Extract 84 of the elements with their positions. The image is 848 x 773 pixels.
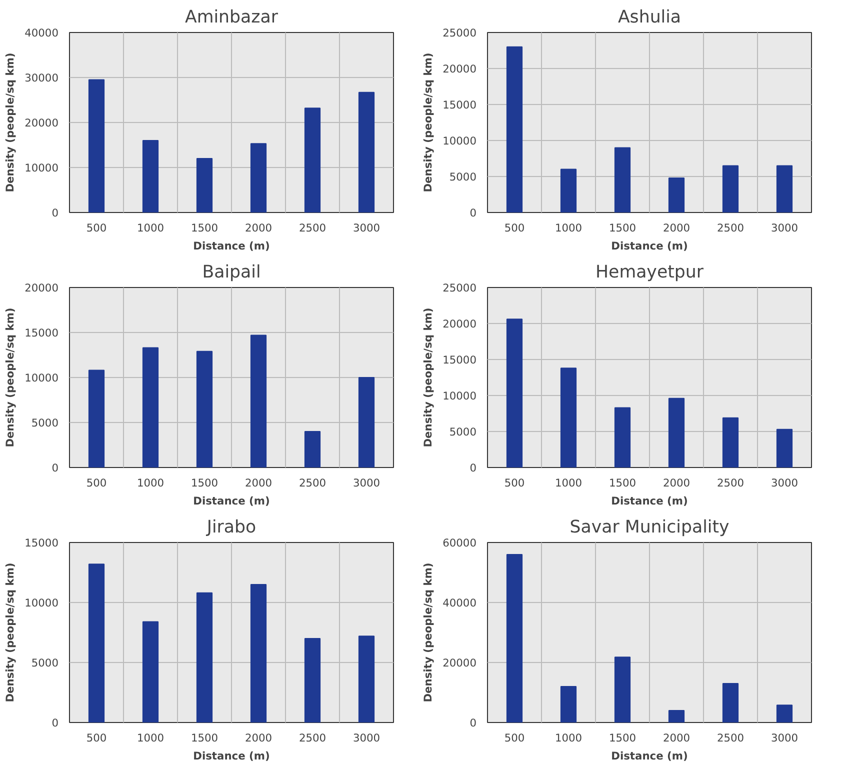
x-tick-label: 1500 — [190, 222, 218, 234]
x-axis-title: Distance (m) — [611, 240, 688, 252]
y-axis-title: Density (people/sq km) — [422, 308, 435, 448]
y-axis-title: Density (people/sq km) — [422, 562, 435, 702]
y-tick-label: 20000 — [442, 318, 477, 330]
y-tick-label: 10000 — [24, 372, 59, 384]
x-tick-label: 2000 — [662, 732, 690, 744]
y-axis-title: Density (people/sq km) — [422, 52, 435, 192]
y-tick-label: 25000 — [442, 26, 477, 40]
y-tick-label: 0 — [470, 206, 477, 220]
chart-title: Aminbazar — [185, 8, 279, 28]
x-tick-label: 500 — [86, 476, 107, 490]
x-tick-label: 1500 — [608, 476, 636, 490]
x-tick-label: 1500 — [190, 476, 218, 490]
y-tick-label: 0 — [470, 462, 477, 474]
chart-title: Baipail — [202, 262, 261, 282]
chart-title: Savar Municipality — [570, 518, 730, 538]
y-tick-label: 15000 — [24, 536, 59, 550]
y-tick-label: 5000 — [449, 426, 477, 438]
x-tick-label: 2500 — [298, 732, 326, 744]
y-tick-label: 20000 — [24, 116, 59, 130]
y-tick-label: 30000 — [24, 72, 59, 84]
x-tick-label: 500 — [504, 732, 525, 744]
x-tick-label: 2500 — [298, 476, 326, 490]
y-tick-label: 40000 — [24, 26, 59, 40]
y-tick-label: 10000 — [442, 134, 477, 148]
y-tick-label: 0 — [52, 206, 59, 220]
x-tick-label: 500 — [504, 222, 525, 234]
y-tick-label: 0 — [52, 716, 59, 730]
y-tick-label: 20000 — [24, 282, 59, 294]
x-tick-label: 1500 — [190, 732, 218, 744]
y-tick-label: 5000 — [31, 416, 59, 430]
x-tick-label: 1000 — [136, 222, 164, 234]
x-tick-label: 3000 — [770, 476, 798, 490]
x-tick-label: 1000 — [554, 222, 582, 234]
y-tick-label: 40000 — [442, 596, 477, 610]
x-tick-label: 1500 — [608, 222, 636, 234]
y-tick-label: 15000 — [442, 98, 477, 112]
x-axis-title: Distance (m) — [193, 240, 270, 252]
y-tick-label: 5000 — [449, 170, 477, 184]
x-tick-label: 2500 — [298, 222, 326, 234]
x-tick-label: 1000 — [136, 476, 164, 490]
x-tick-label: 2000 — [244, 476, 272, 490]
y-axis-title: Density (people/sq km) — [4, 562, 17, 702]
x-tick-label: 3000 — [352, 476, 380, 490]
x-tick-label: 3000 — [352, 732, 380, 744]
x-tick-label: 500 — [86, 732, 107, 744]
x-tick-label: 3000 — [770, 222, 798, 234]
x-tick-label: 1500 — [608, 732, 636, 744]
x-axis-title: Distance (m) — [611, 494, 688, 508]
y-tick-label: 10000 — [442, 390, 477, 402]
x-tick-label: 3000 — [352, 222, 380, 234]
y-tick-label: 10000 — [24, 596, 59, 610]
y-tick-label: 0 — [470, 716, 477, 730]
x-tick-label: 2000 — [244, 732, 272, 744]
x-tick-label: 1000 — [554, 476, 582, 490]
x-axis-title: Distance (m) — [193, 494, 270, 508]
y-tick-label: 25000 — [442, 282, 477, 294]
x-tick-label: 1000 — [136, 732, 164, 744]
y-tick-label: 20000 — [442, 62, 477, 76]
y-tick-label: 15000 — [442, 354, 477, 366]
x-tick-label: 2500 — [716, 732, 744, 744]
y-tick-label: 5000 — [31, 656, 59, 670]
x-axis-title: Distance (m) — [193, 750, 270, 762]
y-axis-title: Density (people/sq km) — [4, 52, 17, 192]
y-tick-label: 0 — [52, 462, 59, 474]
y-tick-label: 60000 — [442, 536, 477, 550]
y-tick-label: 20000 — [442, 656, 477, 670]
x-tick-label: 2000 — [662, 476, 690, 490]
x-tick-label: 1000 — [554, 732, 582, 744]
y-tick-label: 10000 — [24, 162, 59, 174]
chart-title: Hemayetpur — [596, 262, 704, 282]
y-axis-title: Density (people/sq km) — [4, 308, 17, 448]
x-tick-label: 2500 — [716, 222, 744, 234]
x-tick-label: 2000 — [244, 222, 272, 234]
x-tick-label: 500 — [504, 476, 525, 490]
chart-title: Ashulia — [618, 8, 682, 28]
x-tick-label: 3000 — [770, 732, 798, 744]
x-tick-label: 2000 — [662, 222, 690, 234]
chart-title: Jirabo — [206, 518, 256, 538]
x-axis-title: Distance (m) — [611, 750, 688, 762]
x-tick-label: 2500 — [716, 476, 744, 490]
x-tick-label: 500 — [86, 222, 107, 234]
y-tick-label: 15000 — [24, 326, 59, 340]
